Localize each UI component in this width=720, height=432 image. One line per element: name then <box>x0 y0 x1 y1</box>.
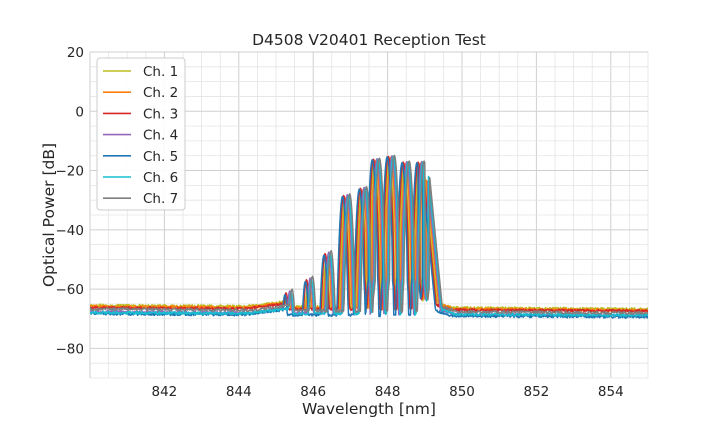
legend-label: Ch. 5 <box>143 149 178 165</box>
legend-label: Ch. 7 <box>143 191 178 207</box>
tick-labels: 842 844 846 848 850 852 854 20 0 −20 −40 −60 −80 <box>56 45 624 400</box>
y-tick-label: −60 <box>56 282 85 298</box>
legend-label: Ch. 3 <box>143 106 178 122</box>
legend-label: Ch. 4 <box>143 128 178 144</box>
y-tick-label: 20 <box>67 45 84 61</box>
y-axis-label: Optical Power [dB] <box>40 143 58 287</box>
legend-label: Ch. 1 <box>143 64 178 80</box>
y-tick-label: −80 <box>56 341 85 357</box>
legend-label: Ch. 6 <box>143 170 178 186</box>
y-tick-label: −40 <box>56 223 85 239</box>
series-lines <box>90 154 648 319</box>
x-tick-label: 848 <box>375 384 401 400</box>
chart-title: D4508 V20401 Reception Test <box>252 31 486 49</box>
x-tick-label: 852 <box>524 384 550 400</box>
x-axis-label: Wavelength [nm] <box>302 400 436 418</box>
x-tick-label: 846 <box>300 384 326 400</box>
x-tick-label: 842 <box>152 384 178 400</box>
series-line-7 <box>90 154 648 316</box>
y-tick-label: −20 <box>56 164 85 180</box>
x-tick-label: 854 <box>598 384 624 400</box>
x-tick-label: 850 <box>449 384 475 400</box>
legend-label: Ch. 2 <box>143 85 178 101</box>
legend: Ch. 1 Ch. 2 Ch. 3 Ch. 4 Ch. 5 Ch. 6 Ch. 7 <box>96 57 186 211</box>
x-tick-label: 844 <box>226 384 252 400</box>
series-line-6 <box>90 155 648 318</box>
legend-box <box>96 57 186 211</box>
y-tick-label: 0 <box>75 104 84 120</box>
